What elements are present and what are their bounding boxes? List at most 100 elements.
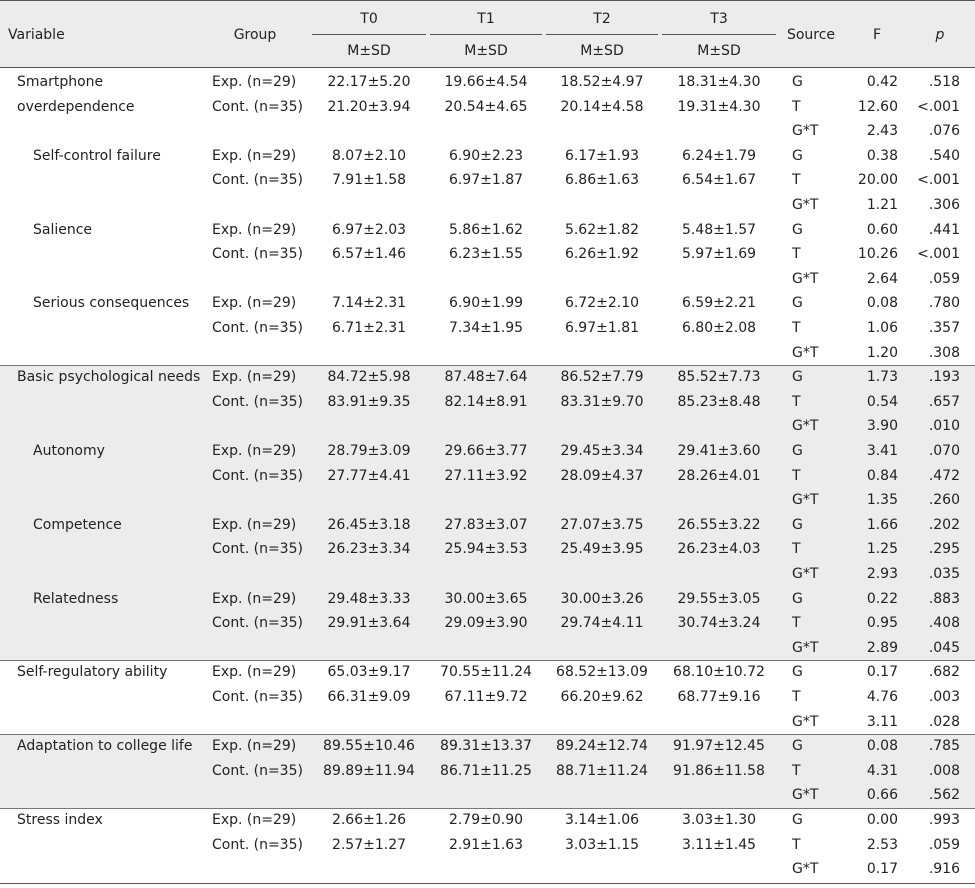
source-cell: G — [792, 295, 803, 312]
p-cell: .260 — [928, 492, 960, 509]
section-divider — [0, 808, 975, 809]
value-cell-t2: 18.52±4.97 — [560, 74, 644, 90]
group-cell: Cont. (n=35) — [212, 98, 303, 115]
variable-label: overdependence — [17, 98, 135, 115]
f-cell: 0.54 — [866, 393, 898, 410]
p-cell: .562 — [928, 787, 960, 804]
source-cell: G — [792, 516, 803, 533]
value-cell-t0: 26.23±3.34 — [327, 541, 411, 558]
source-cell: G — [792, 812, 803, 828]
source-cell: T — [792, 689, 801, 705]
section-shade-band — [0, 365, 975, 661]
source-cell: G — [792, 221, 803, 238]
source-cell: G — [792, 147, 803, 164]
source-cell: T — [792, 762, 801, 779]
f-cell: 0.17 — [866, 861, 898, 878]
source-cell: T — [792, 246, 801, 263]
group-cell: Cont. (n=35) — [212, 172, 303, 189]
value-cell-t3: 6.59±2.21 — [681, 295, 757, 312]
value-cell-t0: 6.57±1.46 — [331, 246, 407, 263]
group-cell: Cont. (n=35) — [212, 615, 303, 632]
p-cell: .035 — [928, 566, 960, 582]
p-cell: <.001 — [917, 172, 960, 189]
f-cell: 0.00 — [866, 812, 898, 828]
source-cell: G*T — [792, 639, 819, 656]
group-cell: Exp. (n=29) — [212, 147, 297, 164]
header-variable: Variable — [8, 27, 65, 43]
p-cell: .028 — [928, 713, 960, 730]
variable-label: Smartphone — [17, 74, 104, 90]
value-cell-t0: 26.45±3.18 — [327, 516, 411, 533]
p-cell: .780 — [928, 295, 960, 312]
f-cell: 0.84 — [866, 467, 898, 484]
value-cell-t0: 66.31±9.09 — [327, 689, 411, 705]
variable-label: Salience — [33, 221, 93, 238]
p-cell: .059 — [928, 836, 960, 853]
group-cell: Cont. (n=35) — [212, 393, 303, 410]
p-cell: .518 — [928, 74, 960, 90]
value-cell-t3: 6.24±1.79 — [681, 147, 757, 164]
value-cell-t2: 89.24±12.74 — [556, 738, 648, 755]
source-cell: G*T — [792, 418, 819, 435]
f-cell: 0.08 — [866, 295, 898, 312]
group-cell: Cont. (n=35) — [212, 320, 303, 336]
p-cell: .883 — [928, 590, 960, 607]
p-cell: .202 — [928, 516, 960, 533]
value-cell-t3: 30.74±3.24 — [677, 615, 761, 632]
value-cell-t3: 6.54±1.67 — [681, 172, 757, 189]
value-cell-t3: 6.80±2.08 — [681, 320, 757, 336]
value-cell-t2: 66.20±9.62 — [560, 689, 644, 705]
f-cell: 1.73 — [866, 369, 898, 386]
p-cell: .076 — [928, 123, 960, 140]
group-cell: Cont. (n=35) — [212, 246, 303, 263]
group-cell: Exp. (n=29) — [212, 590, 297, 607]
p-cell: .308 — [928, 344, 960, 361]
value-cell-t2: 68.52±13.09 — [556, 664, 648, 681]
source-cell: T — [792, 836, 801, 853]
p-cell: .916 — [928, 861, 960, 878]
p-cell: .306 — [928, 197, 960, 213]
group-cell: Cont. (n=35) — [212, 467, 303, 484]
group-cell: Exp. (n=29) — [212, 664, 297, 681]
value-cell-t0: 65.03±9.17 — [327, 664, 411, 681]
f-cell: 10.26 — [857, 246, 898, 263]
value-cell-t0: 22.17±5.20 — [327, 74, 411, 90]
value-cell-t2: 6.26±1.92 — [564, 246, 640, 263]
value-cell-t3: 5.48±1.57 — [681, 221, 757, 238]
group-cell: Exp. (n=29) — [212, 812, 297, 828]
f-cell: 3.11 — [866, 713, 898, 730]
header-group: Group — [233, 27, 277, 43]
value-cell-t0: 83.91±9.35 — [327, 393, 411, 410]
f-cell: 20.00 — [857, 172, 898, 189]
p-cell: <.001 — [917, 246, 960, 263]
p-cell: .003 — [928, 689, 960, 705]
value-cell-t1: 70.55±11.24 — [440, 664, 532, 681]
f-cell: 12.60 — [857, 98, 898, 115]
value-cell-t2: 30.00±3.26 — [560, 590, 644, 607]
value-cell-t0: 29.91±3.64 — [327, 615, 411, 632]
value-cell-t1: 27.11±3.92 — [444, 467, 528, 484]
source-cell: G*T — [792, 344, 819, 361]
group-cell: Cont. (n=35) — [212, 762, 303, 779]
variable-label: Autonomy — [33, 443, 105, 459]
variable-label: Serious consequences — [33, 295, 190, 312]
f-cell: 0.38 — [866, 147, 898, 164]
f-cell: 0.08 — [866, 738, 898, 755]
value-cell-t0: 8.07±2.10 — [331, 147, 407, 164]
source-cell: G — [792, 590, 803, 607]
header-f: F — [872, 27, 882, 43]
value-cell-t2: 29.74±4.11 — [560, 615, 644, 632]
header-t2: T2 — [593, 11, 611, 27]
header-p: p — [935, 27, 945, 43]
value-cell-t1: 2.91±1.63 — [448, 836, 524, 853]
value-cell-t3: 28.26±4.01 — [677, 467, 761, 484]
group-cell: Exp. (n=29) — [212, 738, 297, 755]
value-cell-t2: 3.03±1.15 — [564, 836, 640, 853]
source-cell: T — [792, 393, 801, 410]
value-cell-t1: 6.97±1.87 — [448, 172, 524, 189]
group-cell: Cont. (n=35) — [212, 836, 303, 853]
f-cell: 4.76 — [866, 689, 898, 705]
p-cell: .193 — [928, 369, 960, 386]
value-cell-t1: 87.48±7.64 — [444, 369, 528, 386]
p-cell: .070 — [928, 443, 960, 459]
